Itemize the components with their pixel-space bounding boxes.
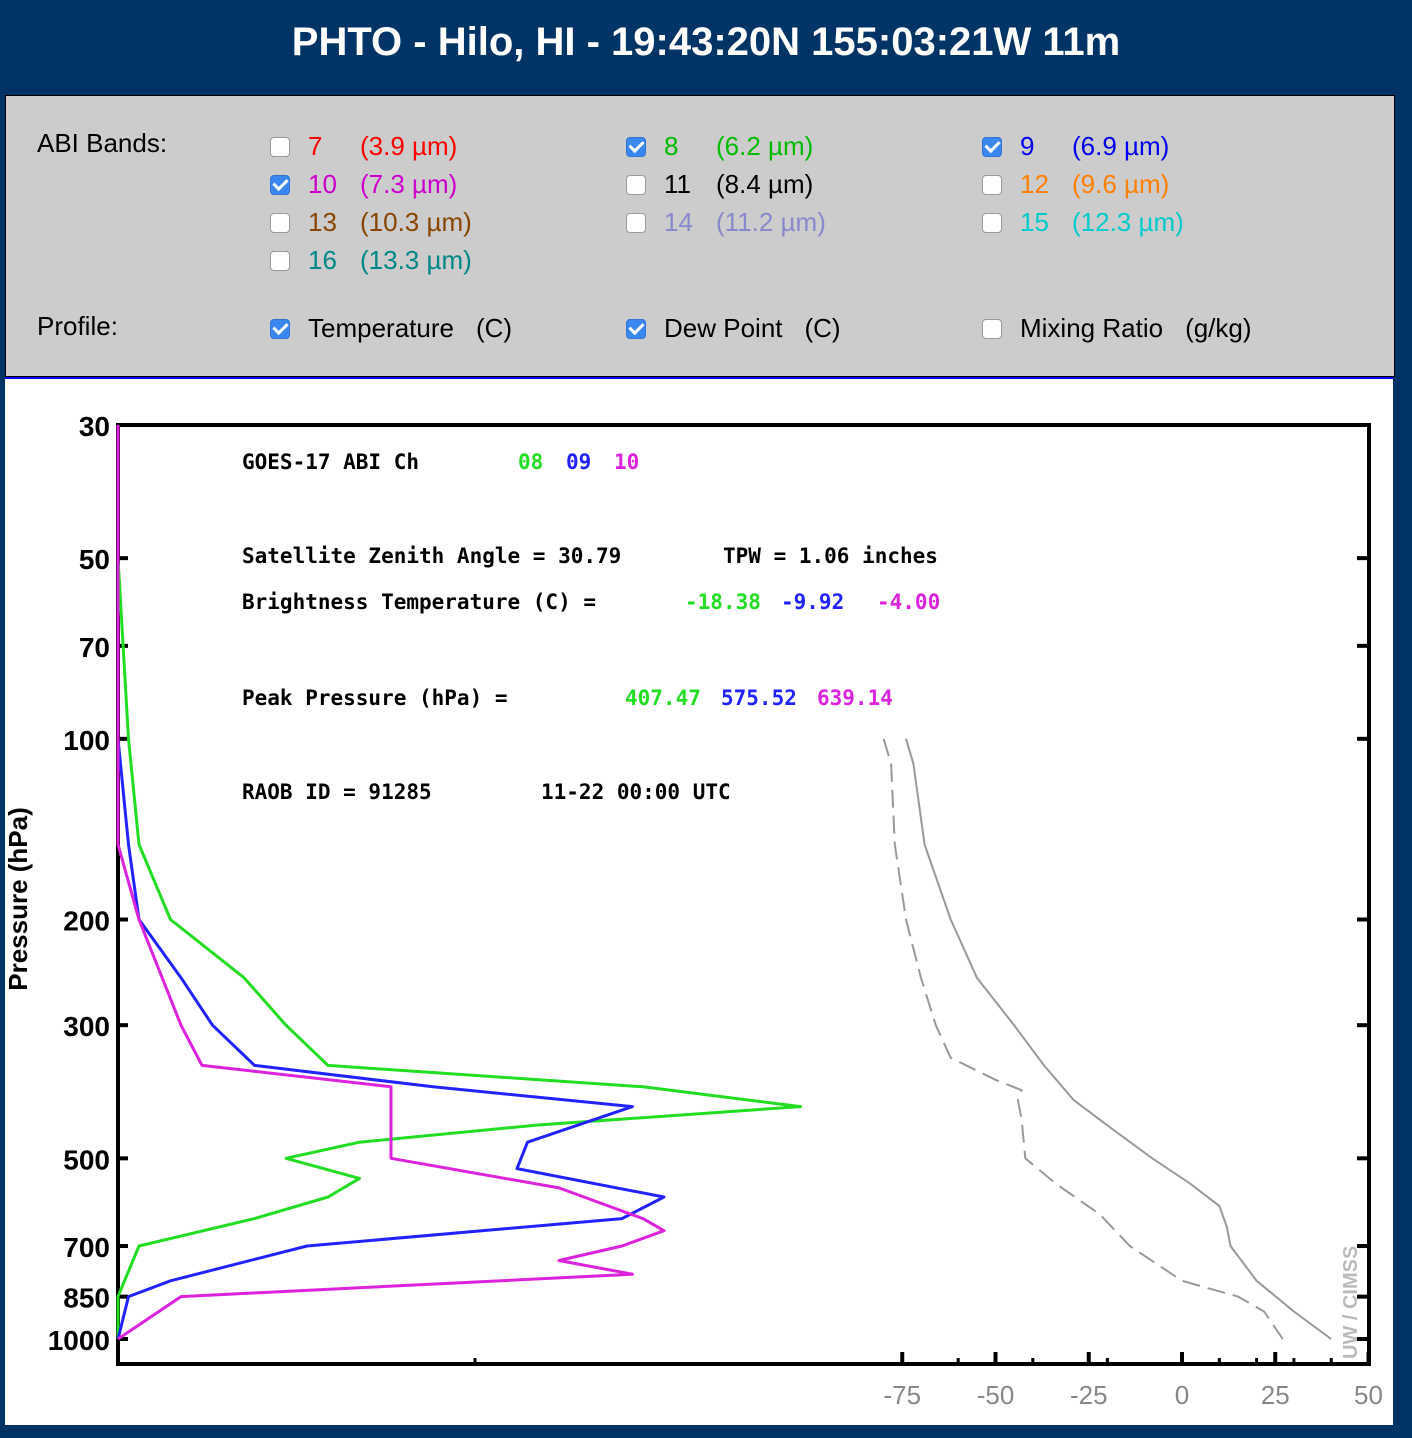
controls-panel: ABI Bands: 7 (3.9 µm) 8 (6.2 µm) 9 (6.9 µm) 10… xyxy=(5,95,1395,377)
band-checkbox-8[interactable] xyxy=(626,136,646,157)
weighting-curve-10 xyxy=(116,425,666,1341)
pressure-tick-label: 200 xyxy=(63,905,110,936)
band-number: 7 xyxy=(308,131,323,161)
band-number: 16 xyxy=(308,245,337,275)
band-checkbox-13[interactable] xyxy=(270,212,290,233)
zenith-angle-text: Satellite Zenith Angle = 30.79 xyxy=(242,544,621,568)
profile-option-temperature[interactable]: Temperature (C) xyxy=(270,313,512,344)
brightness-temp-value: -4.00 xyxy=(877,590,940,614)
band-wavelength: (8.4 µm) xyxy=(716,169,814,199)
temp-tick-label: -50 xyxy=(977,1380,1015,1410)
channel-label-10: 10 xyxy=(614,450,639,474)
pressure-tick-label: 50 xyxy=(79,544,110,575)
plot-frame xyxy=(116,423,1371,1366)
band-option-10[interactable]: 10 (7.3 µm) xyxy=(270,169,457,200)
temperature-profile-line xyxy=(905,738,1332,1340)
peak-pressure-value: 407.47 xyxy=(625,686,701,710)
band-option-8[interactable]: 8 (6.2 µm) xyxy=(626,131,813,162)
profile-checkbox[interactable] xyxy=(626,318,646,339)
band-checkbox-7[interactable] xyxy=(270,136,290,157)
profile-name: Mixing Ratio xyxy=(1020,313,1164,343)
band-checkbox-15[interactable] xyxy=(982,212,1002,233)
band-option-12[interactable]: 12 (9.6 µm) xyxy=(982,169,1169,200)
band-wavelength: (6.2 µm) xyxy=(716,131,814,161)
weighting-function-plot: 30 50 70 100 200 300 500 700 850 1000 Pressure (hP… xyxy=(5,377,1393,1425)
temp-tick-label: 25 xyxy=(1261,1380,1290,1410)
band-number: 14 xyxy=(664,207,693,237)
profile-checkbox[interactable] xyxy=(270,318,290,339)
band-number: 10 xyxy=(308,169,337,199)
temp-tick-label: 0 xyxy=(1175,1380,1189,1410)
pressure-tick-label: 70 xyxy=(79,632,110,663)
band-checkbox-16[interactable] xyxy=(270,250,290,271)
abi-bands-label: ABI Bands: xyxy=(37,128,168,158)
profile-unit: (g/kg) xyxy=(1185,313,1252,343)
profile-name: Dew Point xyxy=(664,313,783,343)
pressure-tick-label: 1000 xyxy=(48,1325,110,1356)
band-option-7[interactable]: 7 (3.9 µm) xyxy=(270,131,457,162)
pressure-tick-label: 300 xyxy=(63,1011,110,1042)
brightness-temp-value: -18.38 xyxy=(685,590,761,614)
weighting-curve-09 xyxy=(116,425,666,1340)
band-wavelength: (3.9 µm) xyxy=(360,131,458,161)
dewpoint-profile-line xyxy=(882,738,1284,1340)
pressure-tick-label: 850 xyxy=(63,1283,110,1314)
channel-label-09: 09 xyxy=(566,450,591,474)
band-wavelength: (13.3 µm) xyxy=(360,245,472,275)
credit-watermark: UW / CIMSS xyxy=(1340,1246,1362,1359)
weighting-curve-08 xyxy=(116,425,802,1339)
band-option-9[interactable]: 9 (6.9 µm) xyxy=(982,131,1169,162)
profile-option-dew-point[interactable]: Dew Point (C) xyxy=(626,313,841,344)
band-number: 8 xyxy=(664,131,679,161)
band-wavelength: (9.6 µm) xyxy=(1072,169,1170,199)
pressure-tick-label: 700 xyxy=(63,1232,110,1263)
peak-pressure-value: 639.14 xyxy=(817,686,893,710)
temp-tick-label: -25 xyxy=(1070,1380,1108,1410)
band-checkbox-14[interactable] xyxy=(626,212,646,233)
band-wavelength: (6.9 µm) xyxy=(1072,131,1170,161)
band-wavelength: (10.3 µm) xyxy=(360,207,472,237)
profile-unit: (C) xyxy=(475,313,513,343)
brightness-temp-label: Brightness Temperature (C) = xyxy=(242,590,596,614)
tpw-text: TPW = 1.06 inches xyxy=(723,544,938,568)
band-number: 15 xyxy=(1020,207,1049,237)
band-option-16[interactable]: 16 (13.3 µm) xyxy=(270,245,472,276)
temp-tick-label: 50 xyxy=(1354,1380,1383,1410)
band-number: 12 xyxy=(1020,169,1049,199)
band-option-13[interactable]: 13 (10.3 µm) xyxy=(270,207,472,238)
profile-option-mixing-ratio[interactable]: Mixing Ratio (g/kg) xyxy=(982,313,1252,344)
channel-header-text: GOES-17 ABI Ch xyxy=(242,450,419,474)
raob-id-text: RAOB ID = 91285 xyxy=(242,780,432,804)
profile-label: Profile: xyxy=(37,311,118,341)
band-number: 9 xyxy=(1020,131,1035,161)
band-wavelength: (12.3 µm) xyxy=(1072,207,1184,237)
pressure-tick-label: 30 xyxy=(79,411,110,442)
pressure-tick-label: 500 xyxy=(63,1144,110,1175)
band-checkbox-11[interactable] xyxy=(626,174,646,195)
band-checkbox-9[interactable] xyxy=(982,136,1002,157)
channel-label-08: 08 xyxy=(518,450,543,474)
band-wavelength: (11.2 µm) xyxy=(716,207,826,237)
profile-unit: (C) xyxy=(804,313,841,343)
temp-tick-label: -75 xyxy=(883,1380,921,1410)
band-checkbox-12[interactable] xyxy=(982,174,1002,195)
raob-time-text: 11-22 00:00 UTC xyxy=(541,780,731,804)
band-number: 13 xyxy=(308,207,337,237)
band-option-14[interactable]: 14 (11.2 µm) xyxy=(626,207,826,238)
brightness-temp-value: -9.92 xyxy=(781,590,844,614)
y-axis-label: Pressure (hPa) xyxy=(5,807,33,991)
station-title: PHTO - Hilo, HI - 19:43:20N 155:03:21W 1… xyxy=(291,19,1121,64)
band-option-11[interactable]: 11 (8.4 µm) xyxy=(626,169,813,200)
profile-checkbox[interactable] xyxy=(982,318,1002,339)
band-option-15[interactable]: 15 (12.3 µm) xyxy=(982,207,1184,238)
pressure-tick-label: 100 xyxy=(63,725,110,756)
peak-pressure-label: Peak Pressure (hPa) = xyxy=(242,686,508,710)
band-checkbox-10[interactable] xyxy=(270,174,290,195)
band-number: 11 xyxy=(664,169,691,199)
peak-pressure-value: 575.52 xyxy=(721,686,797,710)
band-wavelength: (7.3 µm) xyxy=(360,169,458,199)
profile-name: Temperature xyxy=(308,313,454,343)
